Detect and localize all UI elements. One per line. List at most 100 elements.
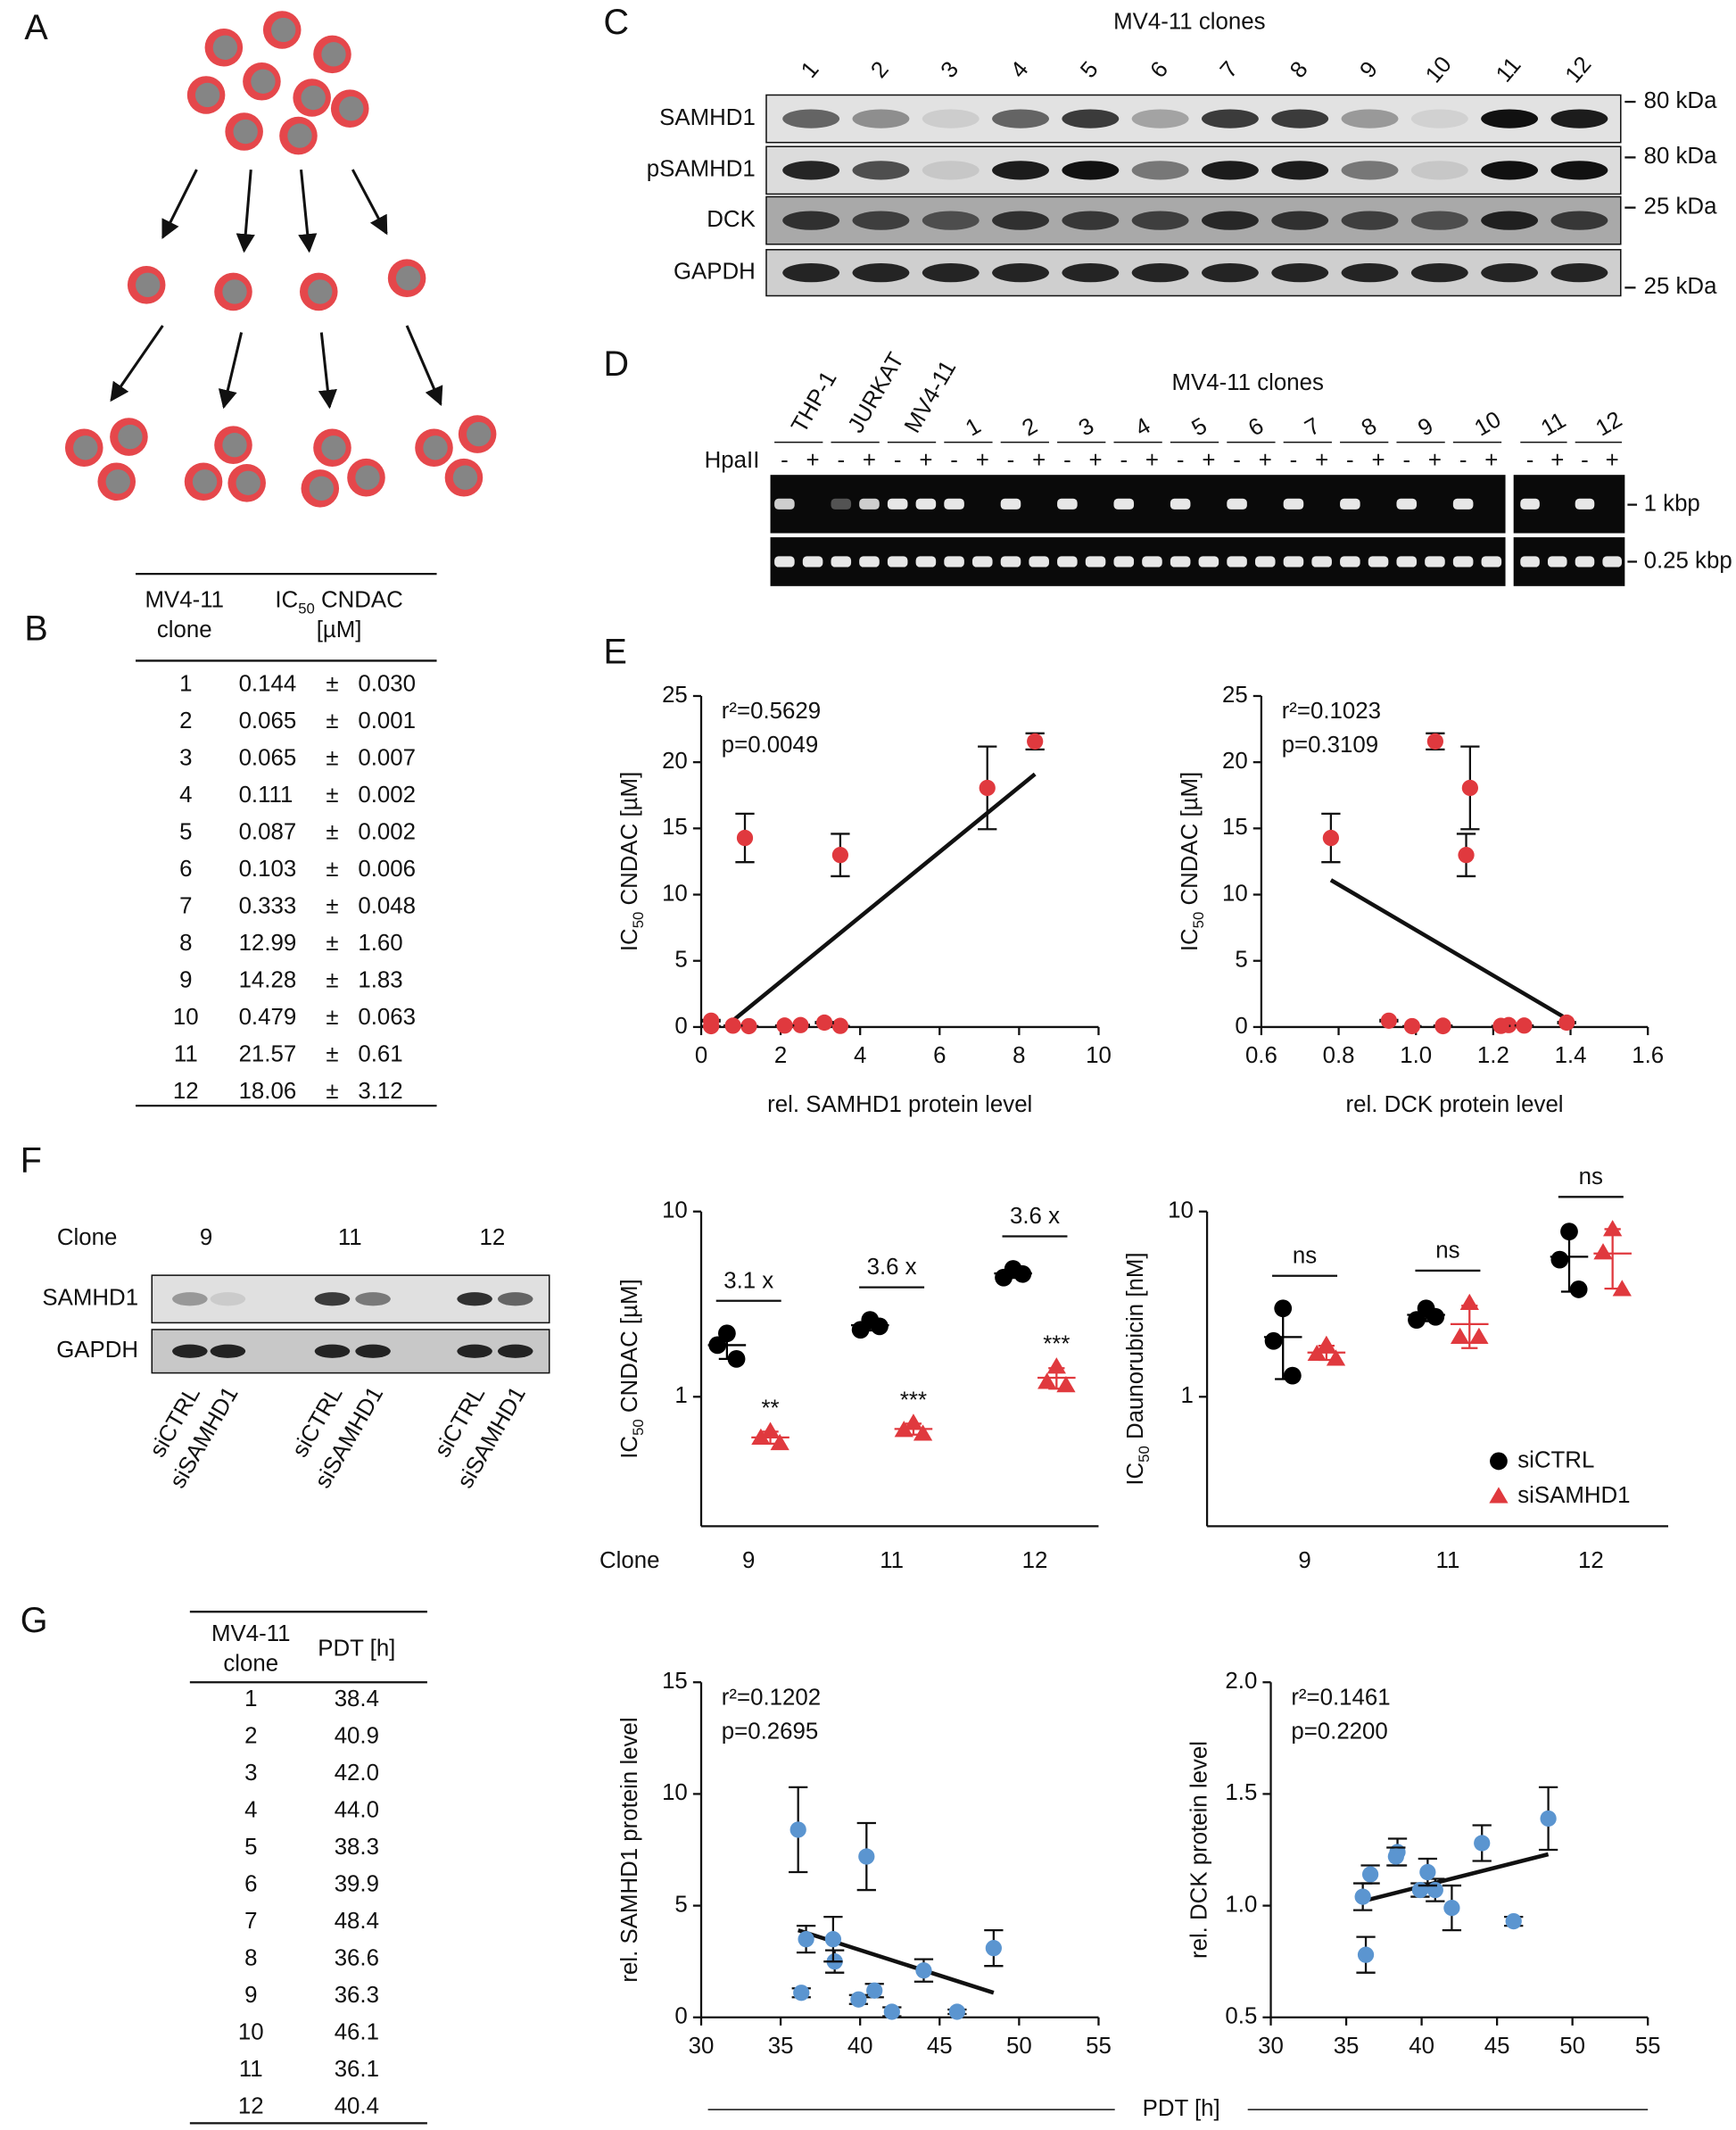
y-tick-label: 10 [662, 1780, 688, 1805]
gel-band [1575, 498, 1595, 510]
table-cell: 9 [244, 1983, 257, 2008]
cell-nucleus [423, 435, 448, 460]
gel-band [1000, 498, 1021, 510]
gel-band [1368, 556, 1389, 568]
arrow [405, 325, 443, 407]
gel-band [1227, 556, 1247, 568]
blot-band [1131, 109, 1189, 128]
gel-band [1113, 498, 1135, 510]
y-axis-label: IC50 CNDAC [µM] [617, 1279, 647, 1458]
table-cell: ± [326, 1042, 338, 1067]
point [894, 1421, 913, 1438]
gel-band [1170, 498, 1191, 510]
table-cell: 10 [173, 1005, 199, 1030]
lane-sign: + [1315, 448, 1328, 473]
blot-band [1341, 262, 1399, 283]
lane-label: 10 [1421, 52, 1457, 87]
table-cell: 44.0 [335, 1797, 379, 1822]
y-tick-label: 2.0 [1225, 1669, 1257, 1694]
gel-band [944, 498, 964, 510]
lane-sign: + [1259, 448, 1272, 473]
comparison-label: 3.6 x [867, 1255, 917, 1280]
table-cell: ± [326, 820, 338, 845]
lane-sign: - [781, 448, 789, 473]
x-tick-label: 11 [880, 1548, 904, 1573]
point [751, 1428, 771, 1445]
point [985, 1940, 1002, 1957]
fit-line [1329, 878, 1565, 1019]
blot-band [355, 1344, 391, 1358]
blot-band [314, 1292, 351, 1306]
group-label: 6 [1244, 413, 1268, 441]
blot-band [1062, 211, 1120, 230]
gel-band [1254, 556, 1276, 568]
x-tick-label: 0.8 [1323, 1043, 1355, 1068]
point [776, 1017, 793, 1034]
lane-label: 4 [1006, 57, 1034, 83]
significance: *** [900, 1388, 927, 1413]
cell-nucleus [233, 119, 258, 145]
gel-band [887, 556, 908, 568]
y-tick-label: 0.5 [1225, 2004, 1257, 2029]
size-marker: 80 kDa [1644, 144, 1717, 169]
y-axis-label-part: IC [617, 928, 642, 951]
blot-band [1062, 109, 1120, 128]
y-axis-label: IC50 CNDAC [µM] [1178, 772, 1207, 951]
blot-band [1271, 161, 1329, 180]
blot-band [922, 262, 980, 283]
lane-sign: - [950, 448, 958, 473]
blot-band [1481, 161, 1539, 180]
gel-band [1520, 556, 1540, 568]
gel [770, 537, 1506, 586]
x-tick-label: 2 [774, 1043, 787, 1068]
y-tick-label: 5 [1235, 948, 1247, 973]
arrow [298, 169, 318, 253]
x-tick-label: 1.4 [1555, 1043, 1587, 1068]
lane-sign: + [919, 448, 932, 473]
point [789, 1821, 806, 1838]
blot-band [1481, 109, 1539, 128]
gel-band [1396, 556, 1418, 568]
x-tick-label: 35 [1334, 2034, 1360, 2059]
point [1443, 1899, 1460, 1917]
table-cell: ± [326, 709, 338, 733]
x-tick-label: 12 [1578, 1548, 1604, 1573]
table-cell: 2 [244, 1723, 257, 1748]
blot-band [852, 262, 910, 283]
x-tick-label: 9 [1298, 1548, 1310, 1573]
blot-band [457, 1292, 492, 1306]
blot-band [457, 1344, 492, 1358]
gel-band [915, 556, 937, 568]
annotation: r²=0.1023 [1282, 699, 1381, 724]
lane-sign: + [1428, 448, 1442, 473]
point [858, 1848, 875, 1865]
blot-band [992, 211, 1049, 230]
point [1426, 1307, 1445, 1326]
gel-band [1283, 498, 1304, 510]
group-label: 8 [1358, 413, 1381, 441]
lane-sign: - [1346, 448, 1354, 473]
blot-band [1410, 109, 1468, 128]
x-tick-label: 55 [1635, 2034, 1661, 2059]
table-cell: 0.333 [239, 894, 297, 919]
table-cell: 1.83 [358, 968, 402, 993]
x-tick-label: 11 [1436, 1548, 1460, 1573]
table-cell: 21.57 [239, 1042, 297, 1067]
lane-label: 9 [1355, 57, 1383, 83]
table-cell: ± [326, 1005, 338, 1030]
group-label: 12 [1591, 407, 1626, 442]
x-tick-label: 1.6 [1632, 1043, 1664, 1068]
point [871, 1317, 889, 1336]
annotation: r²=0.1202 [722, 1685, 821, 1710]
cell-nucleus [105, 469, 130, 494]
table-cell: 36.6 [335, 1945, 379, 1970]
lane-sign: - [1177, 448, 1185, 473]
point [1307, 1344, 1327, 1362]
point [866, 1982, 883, 1999]
gel-band [944, 556, 964, 568]
blot-band [497, 1292, 533, 1306]
table-cell: 0.111 [239, 783, 293, 808]
panel-label: D [604, 344, 630, 384]
gel-band [1057, 556, 1078, 568]
cell-nucleus [339, 95, 364, 121]
